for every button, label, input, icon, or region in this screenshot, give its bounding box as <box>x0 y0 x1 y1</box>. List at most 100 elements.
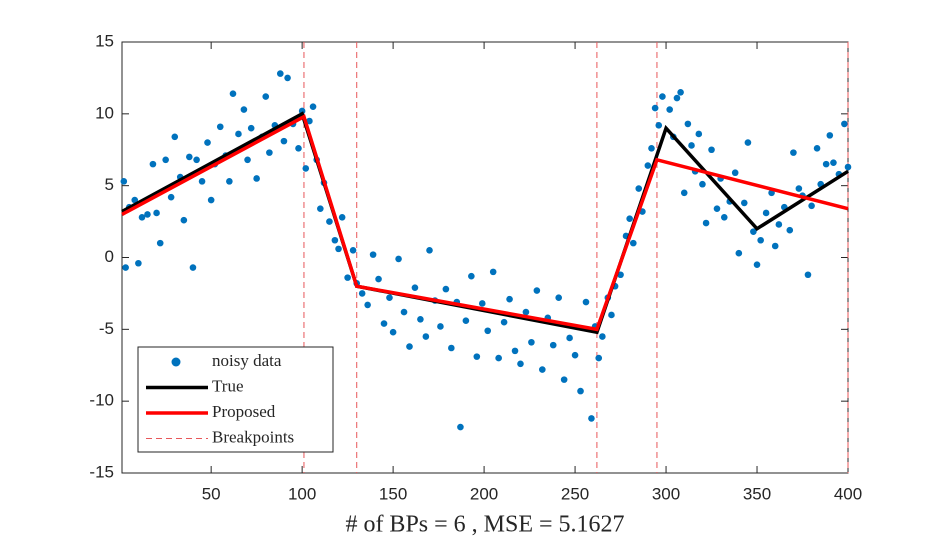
legend-label: noisy data <box>212 351 282 370</box>
data-point <box>582 298 590 306</box>
data-point <box>750 228 757 235</box>
data-point <box>673 94 681 102</box>
line <box>121 111 849 335</box>
data-point <box>144 211 151 218</box>
data-point <box>533 287 541 294</box>
data-point <box>306 117 313 125</box>
data-point <box>577 387 584 395</box>
data-point <box>226 178 233 185</box>
data-point <box>204 139 211 146</box>
data-point <box>186 153 193 161</box>
data-point <box>688 142 695 149</box>
data-point <box>608 311 615 319</box>
data-point <box>517 360 524 368</box>
data-point <box>844 163 852 171</box>
data-point <box>280 137 288 145</box>
data-point <box>395 255 402 263</box>
data-point <box>566 334 573 342</box>
data-point <box>626 215 633 223</box>
data-point <box>522 308 530 316</box>
x-tick-label: 200 <box>470 484 498 503</box>
data-point <box>680 189 688 197</box>
legend-box <box>137 346 334 453</box>
data-point <box>762 209 770 217</box>
data-point <box>841 120 848 128</box>
data-point <box>375 275 382 283</box>
legend-label: True <box>212 376 244 395</box>
x-tick-label: 350 <box>743 484 771 503</box>
data-point <box>549 341 557 349</box>
data-point <box>358 290 366 297</box>
data-point <box>198 178 206 185</box>
data-point <box>364 301 371 309</box>
data-point <box>207 196 215 204</box>
data-point <box>571 351 579 359</box>
data-point <box>411 284 419 291</box>
data-point <box>484 327 492 335</box>
plot <box>120 42 852 473</box>
y-tick-label: 10 <box>95 103 114 122</box>
data-point <box>426 247 433 254</box>
data-point <box>753 261 761 268</box>
data-point <box>731 169 739 177</box>
data-point <box>539 366 546 373</box>
data-point <box>735 249 743 257</box>
data-point <box>708 146 715 154</box>
data-point <box>473 353 481 360</box>
data-point <box>349 247 357 254</box>
legend-label: Proposed <box>212 402 276 421</box>
y-tick-label: -15 <box>89 462 114 481</box>
data-point <box>757 236 764 244</box>
data-point <box>331 236 339 244</box>
data-point <box>277 70 284 77</box>
data-point <box>442 285 450 293</box>
data-point <box>617 271 624 279</box>
data-point <box>302 165 310 172</box>
data-point <box>156 239 164 247</box>
data-point <box>422 333 430 340</box>
data-point <box>235 130 242 138</box>
data-point <box>344 274 351 281</box>
y-tick-label: 0 <box>105 247 114 266</box>
data-point <box>699 180 706 188</box>
data-point <box>644 162 652 169</box>
data-point <box>595 354 603 362</box>
data-point <box>386 294 393 302</box>
data-point <box>417 315 424 323</box>
data-point <box>808 202 815 210</box>
data-point <box>790 149 797 156</box>
data-point <box>457 423 464 431</box>
data-point <box>120 178 128 185</box>
data-point <box>380 320 388 327</box>
line <box>121 114 849 332</box>
data-point <box>560 376 568 383</box>
data-point <box>822 160 830 168</box>
data-point <box>295 145 302 152</box>
data-point <box>495 354 502 362</box>
data-point <box>266 149 273 156</box>
y-tick-label: -5 <box>99 319 114 338</box>
data-point <box>244 156 251 164</box>
data-point <box>216 123 224 131</box>
data-point <box>338 213 346 221</box>
data-point <box>830 159 837 166</box>
data-point <box>786 226 794 234</box>
data-point <box>468 272 475 280</box>
x-tick-label: 50 <box>202 484 221 503</box>
data-point <box>795 185 803 192</box>
data-point <box>153 209 160 217</box>
data-point <box>506 295 513 303</box>
data-point <box>138 213 146 221</box>
data-point <box>771 242 779 250</box>
data-point <box>406 343 413 350</box>
x-tick-label: 400 <box>834 484 862 503</box>
data-point <box>131 196 139 204</box>
data-point <box>262 93 270 100</box>
x-axis-label: # of BPs = 6 , MSE = 5.1627 <box>345 512 624 538</box>
data-point <box>720 213 728 221</box>
y-tick-label: 5 <box>105 175 114 194</box>
data-point <box>695 130 703 138</box>
data-point <box>813 145 821 152</box>
data-point <box>655 122 663 129</box>
